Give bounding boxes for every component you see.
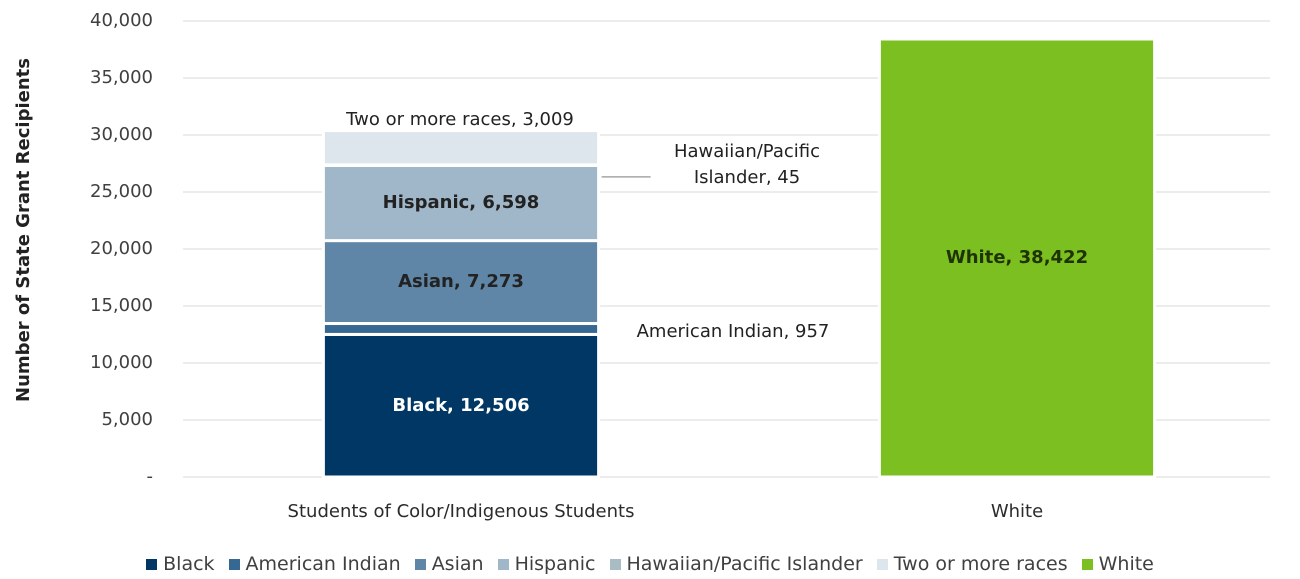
legend-label: White — [1098, 553, 1154, 575]
data-label: Asian, 7,273 — [398, 271, 524, 293]
bar-segment — [877, 37, 1157, 479]
y-tick-label: 5,000 — [101, 409, 153, 430]
legend-item: American Indian — [228, 553, 401, 575]
bar-segment — [321, 322, 601, 336]
legend-item: Two or more races — [876, 553, 1068, 575]
x-tick-label: White — [991, 501, 1043, 522]
y-tick-label: - — [147, 466, 154, 487]
y-tick-label: 35,000 — [90, 67, 153, 88]
y-tick-label: 10,000 — [90, 352, 153, 373]
legend-label: Asian — [431, 553, 484, 575]
data-label: White, 38,422 — [945, 246, 1089, 268]
y-axis-title: Number of State Grant Recipients — [13, 58, 34, 402]
y-tick-label: 25,000 — [90, 181, 153, 202]
legend-swatch — [497, 558, 509, 570]
legend-swatch — [609, 558, 621, 570]
legend-swatch — [876, 558, 888, 570]
y-tick-label: 30,000 — [90, 124, 153, 145]
legend-label: Black — [163, 553, 215, 575]
legend-swatch — [146, 558, 158, 570]
legend-item: Asian — [414, 553, 484, 575]
legend-label: American Indian — [245, 553, 401, 575]
legend-item: Hispanic — [497, 553, 596, 575]
bar-segment — [321, 129, 601, 167]
data-label: Two or more races, 3,009 — [346, 109, 574, 130]
y-tick-label: 40,000 — [90, 10, 153, 31]
y-tick-label: 15,000 — [90, 295, 153, 316]
legend-swatch — [228, 558, 240, 570]
data-label: Black, 12,506 — [392, 394, 530, 416]
bar-segment — [321, 332, 601, 479]
legend-swatch — [414, 558, 426, 570]
legend: Black American Indian Asian Hispanic Hawaiia… — [0, 553, 1300, 575]
legend-swatch — [1081, 558, 1093, 570]
legend-item: White — [1081, 553, 1154, 575]
data-label: Hispanic, 6,598 — [382, 192, 540, 213]
legend-label: Two or more races — [893, 553, 1068, 575]
y-tick-label: 20,000 — [90, 238, 153, 259]
legend-label: Hispanic — [514, 553, 596, 575]
x-tick-label: Students of Color/Indigenous Students — [288, 501, 635, 522]
bar-segment — [321, 239, 601, 326]
legend-item: Black — [146, 553, 215, 575]
data-label: Hawaiian/Pacific Islander, 45 — [673, 141, 821, 188]
plot: Number of State Grant Recipients - 5,000 1… — [13, 10, 1270, 522]
data-label: American Indian, 957 — [636, 321, 830, 342]
legend-item: Hawaiian/Pacific Islander — [609, 553, 863, 575]
legend-label: Hawaiian/Pacific Islander — [626, 553, 863, 575]
